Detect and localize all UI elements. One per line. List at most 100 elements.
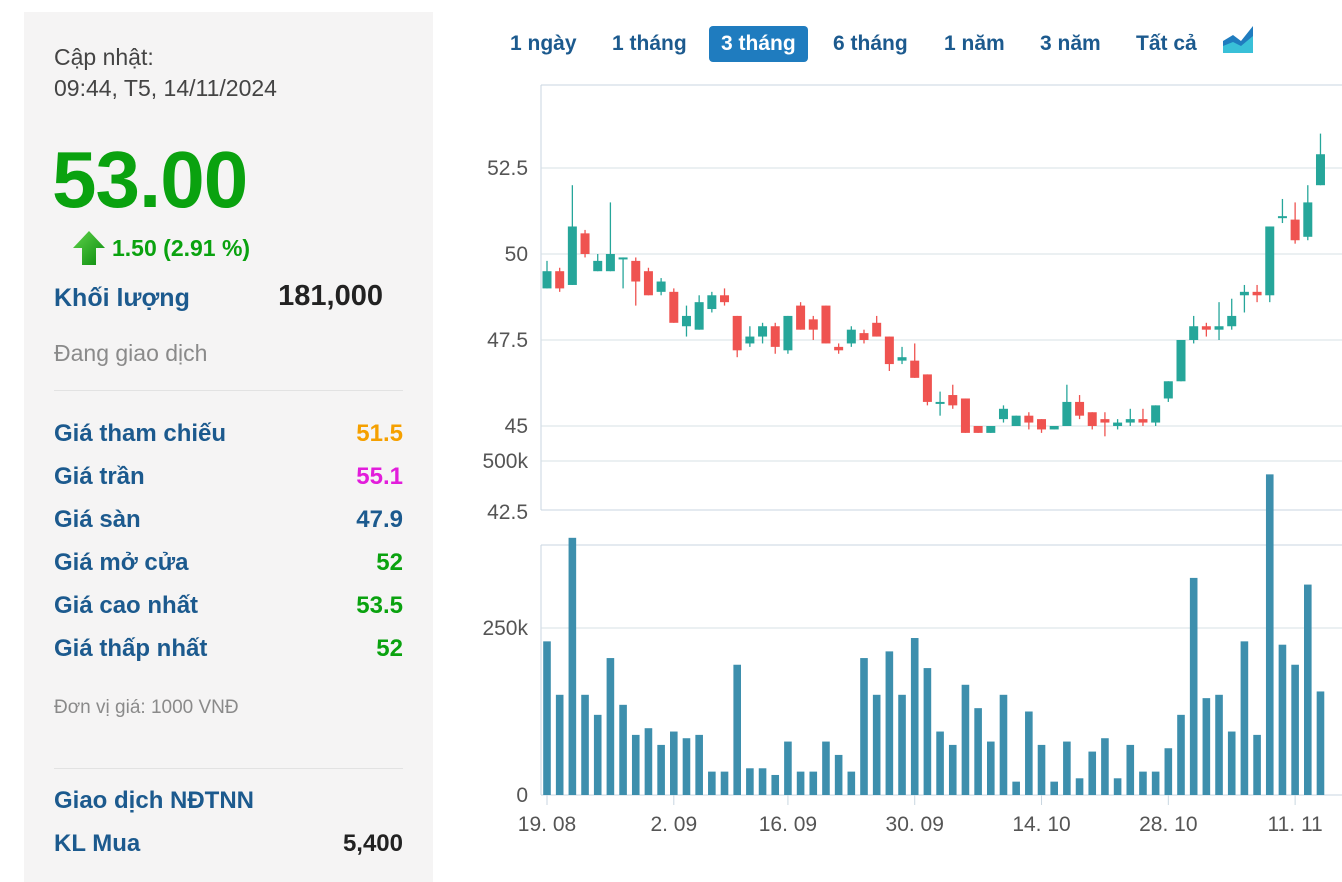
candle-body: [935, 401, 945, 404]
volume-bar: [784, 741, 792, 795]
volume-bar: [1075, 778, 1084, 795]
candle-body: [1277, 216, 1287, 219]
volume-bar: [1202, 698, 1211, 795]
row-value: 51.5: [356, 420, 403, 447]
candle-body: [1075, 401, 1085, 416]
volume-bar: [568, 537, 577, 795]
divider: [54, 390, 403, 391]
x-tick-label: 28. 10: [1139, 813, 1197, 836]
candle-body: [1176, 340, 1186, 382]
candle-body: [770, 326, 780, 347]
volume-bar: [860, 658, 868, 795]
row-ceiling-price: Giá trần 55.1: [54, 463, 403, 493]
candle-body: [758, 326, 768, 337]
candle-body: [960, 398, 970, 433]
price-change-value: 1.50 (2.91 %): [112, 234, 251, 261]
volume-bar: [822, 741, 830, 795]
quote-panel: Cập nhật: 09:44, T5, 14/11/2024 53.00 1.…: [24, 12, 433, 882]
update-info: Cập nhật: 09:44, T5, 14/11/2024: [54, 42, 277, 104]
volume-bar: [910, 638, 919, 795]
row-label: Giá thấp nhất: [54, 635, 208, 662]
volume-bar: [898, 694, 906, 795]
volume-bar: [771, 774, 780, 795]
volume-bar: [1025, 711, 1033, 795]
candle-body: [732, 315, 742, 351]
candle-body: [1290, 219, 1300, 241]
candle-body: [605, 254, 615, 272]
volume-bar: [885, 651, 894, 795]
tab-3-years[interactable]: 3 năm: [1040, 32, 1101, 55]
candle-body: [884, 336, 894, 365]
candle-body: [1113, 422, 1123, 426]
row-label: KL Mua: [54, 830, 141, 857]
candle-body: [897, 357, 907, 361]
volume-bar: [682, 738, 691, 795]
volume-bar: [872, 694, 881, 795]
candle-body: [656, 281, 666, 292]
row-reference-price: Giá tham chiếu 51.5: [54, 420, 403, 450]
row-open-price: Giá mở cửa 52: [54, 549, 403, 579]
volume-bar: [1101, 738, 1109, 795]
candle-body: [1227, 315, 1237, 327]
volume-bar: [1012, 781, 1020, 795]
candle-body: [872, 322, 882, 337]
candle-body: [1138, 419, 1148, 423]
candle-body: [1151, 405, 1161, 423]
volume-tick-label: 0: [516, 784, 528, 807]
x-tick-label: 2. 09: [650, 813, 697, 836]
tab-6-months[interactable]: 6 tháng: [833, 32, 908, 55]
volume-bar: [1227, 731, 1236, 795]
volume-bar: [733, 664, 741, 795]
volume-bar: [796, 771, 805, 795]
update-time: 09:44, T5, 14/11/2024: [54, 75, 277, 101]
x-tick-label: 11. 11: [1267, 813, 1322, 836]
tab-all[interactable]: Tất cả: [1136, 32, 1197, 55]
volume-bar: [809, 771, 818, 795]
candle-body: [631, 260, 641, 282]
candle-body: [567, 226, 577, 285]
volume-bar: [1253, 734, 1261, 795]
row-label: Giá tham chiếu: [54, 420, 227, 447]
candle-body: [1125, 419, 1135, 423]
volume-bar: [847, 771, 856, 795]
row-value: 55.1: [356, 463, 403, 490]
candle-body: [1163, 381, 1173, 399]
candle-body: [618, 257, 628, 260]
volume-bar: [936, 731, 944, 795]
candle-body: [1037, 419, 1047, 430]
row-high-price: Giá cao nhất 53.5: [54, 592, 403, 622]
row-foreign-buy: KL Mua 5,400: [54, 830, 403, 860]
volume-bar: [1316, 691, 1325, 795]
volume-bar: [606, 658, 615, 795]
row-value: 53.5: [356, 592, 403, 619]
tab-1-month[interactable]: 1 tháng: [612, 32, 687, 55]
volume-bar: [961, 684, 970, 795]
candle-body: [808, 319, 818, 330]
candle-body: [1189, 326, 1199, 340]
volume-bar: [746, 768, 754, 795]
volume-bar: [1139, 771, 1147, 795]
row-label: Giá mở cửa: [54, 549, 189, 576]
volume-bar: [1304, 584, 1312, 795]
volume-bar: [1037, 744, 1046, 795]
candle-body: [1024, 415, 1034, 423]
candle-body: [593, 260, 603, 272]
candle-body: [555, 271, 565, 289]
tab-1-day[interactable]: 1 ngày: [510, 32, 577, 55]
volume-bar: [1265, 474, 1274, 795]
x-tick-label: 14. 10: [1012, 813, 1070, 836]
candle-body: [1252, 291, 1262, 296]
volume-tick-label: 500k: [482, 450, 528, 473]
candle-body: [846, 329, 856, 344]
volume-bar: [974, 708, 982, 795]
volume-bar: [1151, 771, 1160, 795]
area-chart-icon[interactable]: [1222, 24, 1254, 54]
tab-1-year[interactable]: 1 năm: [944, 32, 1005, 55]
price-change: 1.50 (2.91 %): [72, 230, 250, 266]
volume-bar: [1189, 577, 1198, 795]
tab-3-months[interactable]: 3 tháng: [709, 26, 808, 62]
candle-body: [669, 291, 679, 323]
volume-bar: [1050, 781, 1058, 795]
volume-bar: [1088, 751, 1097, 795]
candle-body: [973, 426, 983, 433]
